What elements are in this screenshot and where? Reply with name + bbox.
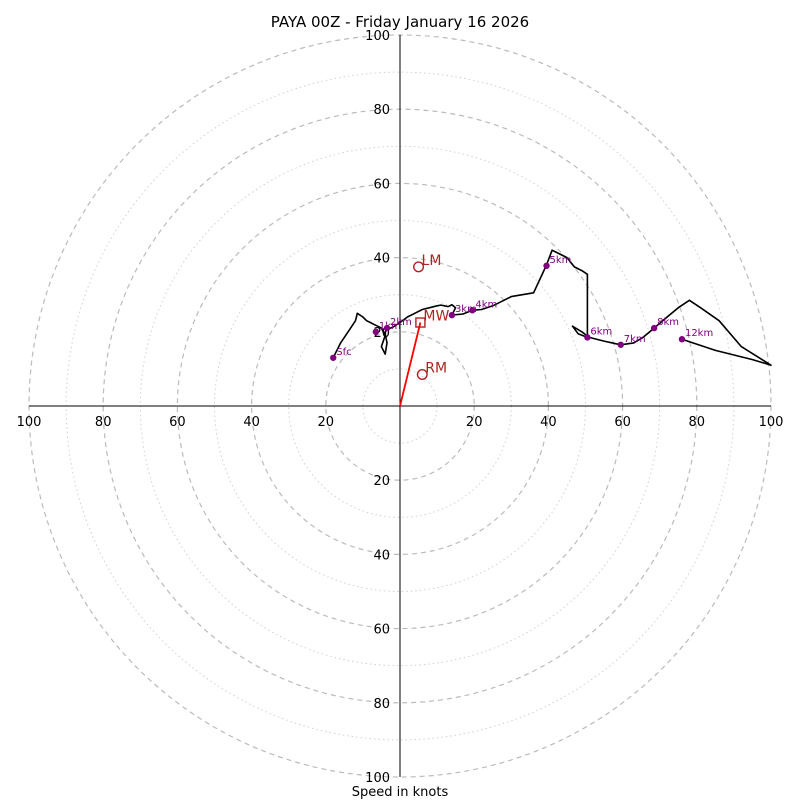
hodograph-line <box>332 249 772 367</box>
x-tick-label-left: 40 <box>243 415 260 430</box>
x-tick-label-left: 20 <box>318 415 335 430</box>
height-marker: 8km <box>650 317 679 332</box>
x-tick-label-right: 60 <box>614 415 631 430</box>
height-marker: 1km <box>372 321 401 335</box>
height-marker: 2km <box>383 317 412 332</box>
x-tick-label-right: 40 <box>540 415 557 430</box>
height-marker-label: 1km <box>379 321 401 332</box>
height-marker-dot <box>372 328 380 335</box>
x-tick-label-right: 100 <box>759 415 784 430</box>
height-marker: 5km <box>543 255 571 269</box>
storm-motion-circle <box>416 368 428 380</box>
height-marker-label: 4km <box>475 299 497 310</box>
y-tick-label-bottom: 100 <box>365 771 390 786</box>
height-marker: 6km <box>584 326 612 341</box>
storm-motion-lm: LM <box>413 253 442 273</box>
height-marker-label: 3km <box>455 304 477 315</box>
height-marker: 4km <box>469 299 497 314</box>
storm-vector-line <box>399 322 422 407</box>
height-marker-label: 7km <box>624 334 646 345</box>
height-marker-dot <box>448 311 456 319</box>
x-tick-label-left: 100 <box>17 415 42 430</box>
height-marker: 3km <box>448 304 477 319</box>
storm-motion-rm: RM <box>416 360 447 380</box>
storm-motion-label: MW <box>423 309 449 325</box>
height-marker-dot <box>330 354 337 361</box>
x-tick-label-left: 80 <box>95 415 112 430</box>
y-tick-label-top: 60 <box>373 177 390 192</box>
chart-title: PAYA 00Z - Friday January 16 2026 <box>271 13 529 31</box>
height-marker-dot <box>543 262 550 269</box>
height-marker-dot <box>678 336 686 343</box>
storm-motion-label: RM <box>425 360 447 376</box>
height-marker-dot <box>383 324 391 332</box>
y-tick-label-top: 40 <box>373 252 390 267</box>
height-marker: 12km <box>678 328 713 343</box>
storm-motion-circle <box>413 261 425 273</box>
y-tick-label-bottom: 40 <box>373 548 390 563</box>
storm-motion-square <box>415 317 426 328</box>
hodograph-trace <box>332 249 772 367</box>
y-tick-label-top: 80 <box>373 103 390 118</box>
y-tick-label-bottom: 20 <box>373 474 390 489</box>
height-marker-dot <box>469 307 476 314</box>
height-marker-label: 8km <box>657 317 679 328</box>
storm-motion-label: LM <box>422 253 442 269</box>
storm-vector <box>399 322 422 407</box>
y-tick-label-top: 100 <box>365 29 390 44</box>
x-tick-label-right: 80 <box>689 415 706 430</box>
x-tick-label-right: 20 <box>466 415 483 430</box>
height-marker-dot <box>617 341 624 348</box>
height-marker-label: 5km <box>550 255 572 266</box>
height-marker: 7km <box>617 334 646 348</box>
height-marker-label: Sfc <box>336 347 351 358</box>
height-marker-label: 12km <box>685 328 713 339</box>
height-marker-label: 6km <box>590 326 612 337</box>
height-marker-label: 2km <box>390 317 412 328</box>
storm-motion-markers: LM MW RM <box>413 253 449 380</box>
storm-motion-mw: MW <box>415 309 449 328</box>
height-marker-dot <box>650 324 658 332</box>
x-axis-label: Speed in knots <box>352 785 449 800</box>
x-tick-label-left: 60 <box>169 415 186 430</box>
height-marker-dot <box>584 334 591 341</box>
y-tick-label-bottom: 60 <box>373 623 390 638</box>
height-marker: Sfc <box>330 347 352 361</box>
y-tick-label-bottom: 80 <box>373 697 390 712</box>
